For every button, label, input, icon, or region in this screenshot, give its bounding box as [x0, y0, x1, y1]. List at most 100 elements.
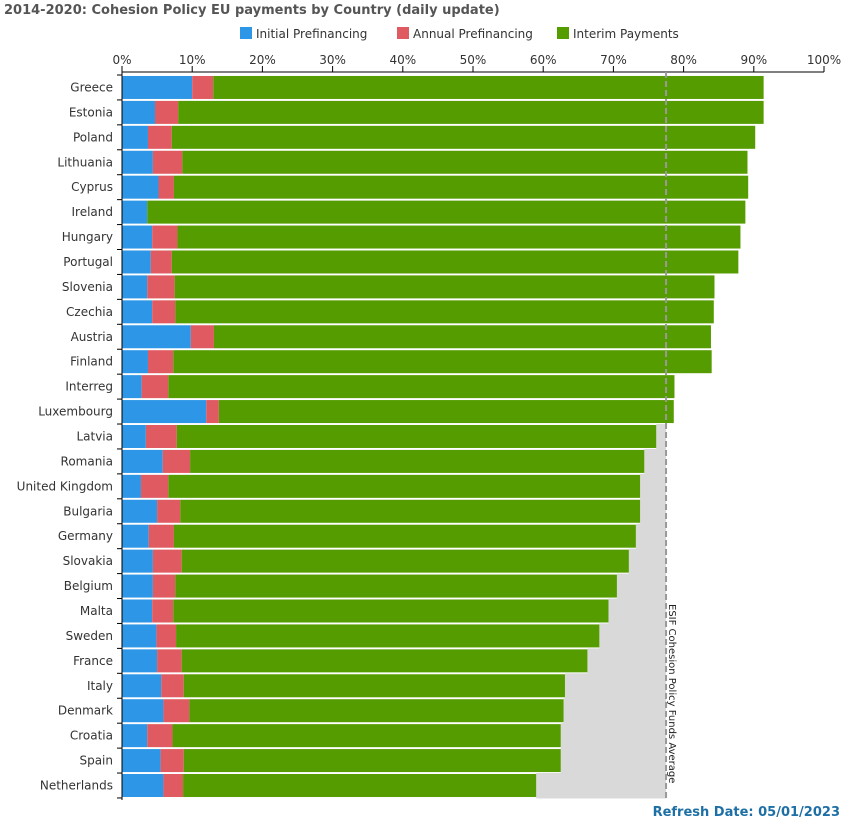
bar-bulgaria-series-1[interactable] — [157, 499, 181, 523]
legend-item-2[interactable]: Interim Payments — [557, 27, 679, 41]
bar-latvia-series-0[interactable] — [122, 424, 146, 448]
bar-luxembourg-series-0[interactable] — [122, 400, 207, 424]
x-tick-label: 20% — [249, 53, 276, 67]
bar-france-series-2[interactable] — [181, 649, 588, 673]
bar-finland-series-0[interactable] — [122, 350, 148, 374]
category-label: Slovakia — [63, 554, 113, 568]
bar-austria-series-2[interactable] — [213, 325, 711, 349]
bar-finland-series-2[interactable] — [173, 350, 712, 374]
legend-item-0[interactable]: Initial Prefinancing — [240, 27, 367, 41]
category-label: Greece — [70, 80, 113, 94]
bar-interreg-series-2[interactable] — [168, 375, 675, 399]
bar-belgium-series-1[interactable] — [152, 574, 176, 598]
bar-ireland-series-2[interactable] — [147, 200, 746, 224]
bar-austria-series-0[interactable] — [122, 325, 191, 349]
bar-slovakia-series-1[interactable] — [152, 549, 182, 573]
bar-denmark-series-2[interactable] — [189, 699, 564, 723]
bar-sweden-series-1[interactable] — [156, 624, 177, 648]
legend-item-1[interactable]: Annual Prefinancing — [397, 27, 533, 41]
bar-portugal-series-1[interactable] — [150, 250, 172, 274]
bar-austria-series-1[interactable] — [190, 325, 214, 349]
bar-netherlands-series-2[interactable] — [183, 774, 537, 798]
bar-denmark-series-1[interactable] — [163, 699, 190, 723]
bar-lithuania-series-2[interactable] — [182, 150, 748, 174]
bar-ireland-series-0[interactable] — [122, 200, 148, 224]
category-label: Estonia — [69, 105, 113, 119]
bar-slovakia-series-2[interactable] — [181, 549, 629, 573]
bar-croatia-series-0[interactable] — [122, 724, 148, 748]
bar-belgium-series-0[interactable] — [122, 574, 153, 598]
bar-italy-series-0[interactable] — [122, 674, 162, 698]
bar-malta-series-2[interactable] — [173, 599, 609, 623]
bar-italy-series-1[interactable] — [161, 674, 184, 698]
bar-latvia-series-1[interactable] — [145, 424, 177, 448]
bar-portugal-series-0[interactable] — [122, 250, 151, 274]
bar-greece-series-0[interactable] — [122, 75, 193, 99]
bar-slovenia-series-2[interactable] — [174, 275, 715, 299]
bar-lithuania-series-0[interactable] — [122, 150, 153, 174]
bar-malta-series-1[interactable] — [152, 599, 174, 623]
bar-portugal-series-2[interactable] — [171, 250, 739, 274]
bar-estonia-series-0[interactable] — [122, 100, 155, 124]
bar-slovenia-series-0[interactable] — [122, 275, 148, 299]
bar-spain-series-0[interactable] — [122, 749, 161, 773]
bar-interreg-series-1[interactable] — [141, 375, 169, 399]
bar-germany-series-1[interactable] — [148, 524, 174, 548]
bar-germany-series-2[interactable] — [173, 524, 636, 548]
bar-luxembourg-series-1[interactable] — [206, 400, 219, 424]
bar-luxembourg-series-2[interactable] — [218, 400, 674, 424]
category-label: Cyprus — [71, 180, 113, 194]
bar-lithuania-series-1[interactable] — [152, 150, 183, 174]
bar-spain-series-1[interactable] — [160, 749, 184, 773]
bar-estonia-series-1[interactable] — [154, 100, 179, 124]
bar-denmark-series-0[interactable] — [122, 699, 164, 723]
bar-hungary-series-1[interactable] — [152, 225, 178, 249]
bar-cyprus-series-2[interactable] — [173, 175, 749, 199]
bar-netherlands-series-1[interactable] — [163, 774, 184, 798]
bar-belgium-series-2[interactable] — [175, 574, 617, 598]
category-label: Malta — [80, 604, 113, 618]
bar-latvia-series-2[interactable] — [176, 424, 657, 448]
bar-croatia-series-1[interactable] — [147, 724, 173, 748]
bar-croatia-series-2[interactable] — [172, 724, 561, 748]
bar-cyprus-series-1[interactable] — [158, 175, 174, 199]
bar-bulgaria-series-0[interactable] — [122, 499, 158, 523]
bar-greece-series-2[interactable] — [213, 75, 764, 99]
bar-czechia-series-1[interactable] — [152, 300, 176, 324]
bar-united-kingdom-series-2[interactable] — [168, 474, 641, 498]
bar-interreg-series-0[interactable] — [122, 375, 142, 399]
bar-greece-series-1[interactable] — [192, 75, 214, 99]
bar-hungary-series-0[interactable] — [122, 225, 153, 249]
category-label: Italy — [87, 679, 113, 693]
bar-hungary-series-2[interactable] — [177, 225, 741, 249]
bar-estonia-series-2[interactable] — [178, 100, 764, 124]
axes: 0% 10% 20% 30% 40% 50% 60% 70% 80% 90% 100% Greece E… — [17, 53, 841, 800]
bar-slovenia-series-1[interactable] — [147, 275, 175, 299]
bar-italy-series-2[interactable] — [183, 674, 565, 698]
bar-france-series-0[interactable] — [122, 649, 158, 673]
category-label: Spain — [79, 754, 113, 768]
bar-cyprus-series-0[interactable] — [122, 175, 159, 199]
bar-united-kingdom-series-1[interactable] — [140, 474, 169, 498]
bar-romania-series-2[interactable] — [190, 449, 645, 473]
bar-netherlands-series-0[interactable] — [122, 774, 164, 798]
bar-sweden-series-0[interactable] — [122, 624, 157, 648]
bar-poland-series-2[interactable] — [171, 125, 756, 149]
bar-spain-series-2[interactable] — [183, 749, 561, 773]
bar-romania-series-1[interactable] — [162, 449, 191, 473]
bar-france-series-1[interactable] — [157, 649, 182, 673]
bar-sweden-series-2[interactable] — [176, 624, 600, 648]
bar-poland-series-1[interactable] — [147, 125, 172, 149]
bar-romania-series-0[interactable] — [122, 449, 163, 473]
bar-slovakia-series-0[interactable] — [122, 549, 153, 573]
bar-malta-series-0[interactable] — [122, 599, 153, 623]
bar-germany-series-0[interactable] — [122, 524, 149, 548]
bar-united-kingdom-series-0[interactable] — [122, 474, 141, 498]
category-label: Romania — [61, 454, 113, 468]
bar-bulgaria-series-2[interactable] — [180, 499, 641, 523]
bar-poland-series-0[interactable] — [122, 125, 148, 149]
bar-czechia-series-2[interactable] — [175, 300, 714, 324]
bar-czechia-series-0[interactable] — [122, 300, 153, 324]
bar-finland-series-1[interactable] — [147, 350, 174, 374]
